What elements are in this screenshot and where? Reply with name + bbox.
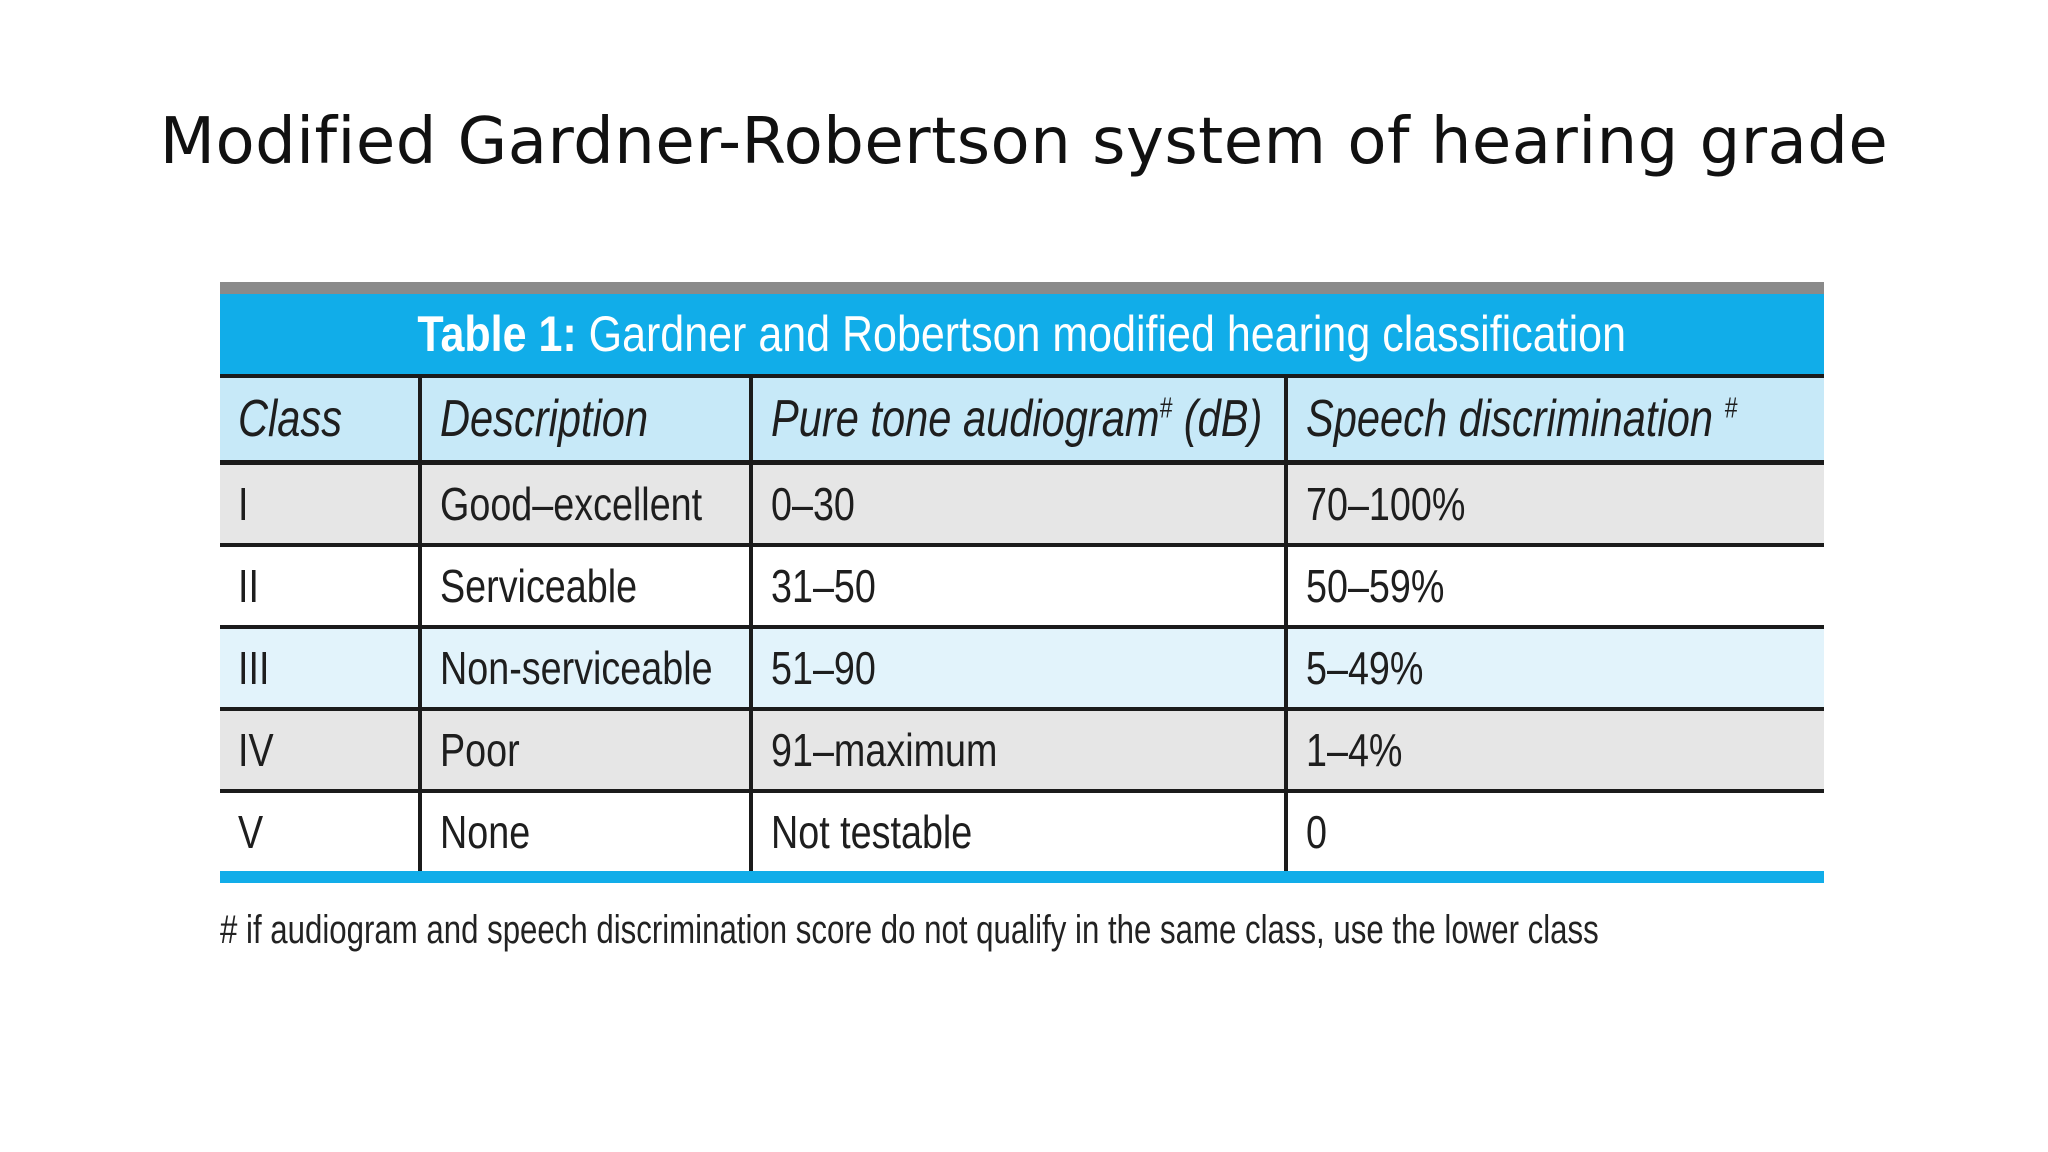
table-caption-title: Gardner and Robertson modified hearing c… (576, 306, 1627, 362)
header-pure-tone: Pure tone audiogram# (dB) (749, 378, 1286, 465)
cell-pure-tone: 0–30 (749, 462, 1286, 547)
cell-class: V (220, 791, 420, 871)
table-header-row: Class Description Pure tone audiogram# (… (220, 378, 1824, 465)
cell-pure-tone: 91–maximum (749, 709, 1286, 793)
grade-table: Class Description Pure tone audiogram# (… (220, 378, 1824, 871)
header-speech-discrimination: Speech discrimination # (1284, 378, 1824, 465)
cell-speech: 50–59% (1284, 545, 1824, 629)
cell-class: III (220, 627, 420, 711)
cell-description: Good–excellent (418, 462, 751, 547)
cell-pure-tone: 51–90 (749, 627, 1286, 711)
table-caption: Table 1: Gardner and Robertson modified … (220, 294, 1824, 378)
footnote-text: # if audiogram and speech discrimination… (220, 908, 1599, 952)
cell-speech: 1–4% (1284, 709, 1824, 793)
hearing-classification-table-figure: Table 1: Gardner and Robertson modified … (220, 282, 1824, 883)
cell-speech: 5–49% (1284, 627, 1824, 711)
table-row: I Good–excellent 0–30 70–100% (220, 462, 1824, 547)
cell-class: II (220, 545, 420, 629)
header-description: Description (418, 378, 751, 465)
table-caption-text: Table 1: Gardner and Robertson modified … (418, 305, 1627, 363)
header-class: Class (220, 378, 420, 465)
cell-description: Serviceable (418, 545, 751, 629)
cell-pure-tone: 31–50 (749, 545, 1286, 629)
table-row: III Non-serviceable 51–90 5–49% (220, 627, 1824, 711)
table-row: V None Not testable 0 (220, 791, 1824, 871)
table-caption-label: Table 1: (417, 306, 577, 362)
table-footnote: # if audiogram and speech discrimination… (220, 908, 1988, 953)
top-rule (220, 282, 1824, 294)
table-row: IV Poor 91–maximum 1–4% (220, 709, 1824, 793)
slide-title: Modified Gardner-Robertson system of hea… (159, 105, 1889, 179)
cell-description: Non-serviceable (418, 627, 751, 711)
cell-pure-tone: Not testable (749, 791, 1286, 871)
cell-class: I (220, 462, 420, 547)
cell-description: Poor (418, 709, 751, 793)
cell-description: None (418, 791, 751, 871)
cell-class: IV (220, 709, 420, 793)
bottom-rule (220, 871, 1824, 883)
cell-speech: 0 (1284, 791, 1824, 871)
cell-speech: 70–100% (1284, 462, 1824, 547)
table-row: II Serviceable 31–50 50–59% (220, 545, 1824, 629)
